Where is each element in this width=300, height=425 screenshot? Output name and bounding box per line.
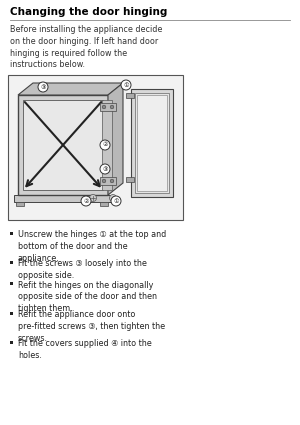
Text: Unscrew the hinges ① at the top and
bottom of the door and the
appliance.: Unscrew the hinges ① at the top and bott… [18,230,166,263]
Bar [18,95,108,195]
Circle shape [100,164,110,174]
Bar [8,75,183,220]
Text: ①: ① [123,82,129,88]
Bar [10,282,13,285]
Circle shape [38,82,48,92]
Bar [137,95,167,191]
Circle shape [110,105,114,109]
Text: Before installing the appliance decide
on the door hinging. If left hand door
hi: Before installing the appliance decide o… [10,25,162,69]
Text: Fit the covers supplied ④ into the
holes.: Fit the covers supplied ④ into the holes… [18,340,152,360]
Bar [135,93,169,193]
Bar [100,202,108,206]
Circle shape [89,195,97,201]
Text: ②: ② [83,198,89,204]
Circle shape [100,140,110,150]
Bar [23,100,103,190]
Bar [10,232,13,235]
Bar [10,341,13,344]
Circle shape [110,179,114,183]
Text: Refit the appliance door onto
pre-fitted screws ③, then tighten the
screws.: Refit the appliance door onto pre-fitted… [18,310,165,343]
Bar [100,177,116,185]
Text: ①: ① [113,198,119,204]
Text: ③: ③ [102,167,108,172]
Circle shape [110,195,116,201]
Text: Changing the door hinging: Changing the door hinging [10,7,167,17]
Bar [126,93,134,98]
Text: Fit the screws ③ loosely into the
opposite side.: Fit the screws ③ loosely into the opposi… [18,260,147,280]
Bar [10,261,13,264]
Text: ②: ② [102,142,108,147]
Circle shape [111,196,121,206]
Bar [126,177,134,182]
Polygon shape [18,83,123,95]
Bar [14,195,114,202]
Text: ③: ③ [40,85,46,90]
Bar [16,202,24,206]
Circle shape [102,179,106,183]
Text: Refit the hinges on the diagonally
opposite side of the door and then
tighten th: Refit the hinges on the diagonally oppos… [18,280,157,313]
Bar [102,100,112,190]
Bar [131,89,173,197]
Circle shape [121,80,131,90]
Polygon shape [108,83,123,195]
Circle shape [81,196,91,206]
Circle shape [102,105,106,109]
Bar [100,103,116,111]
Bar [10,312,13,314]
